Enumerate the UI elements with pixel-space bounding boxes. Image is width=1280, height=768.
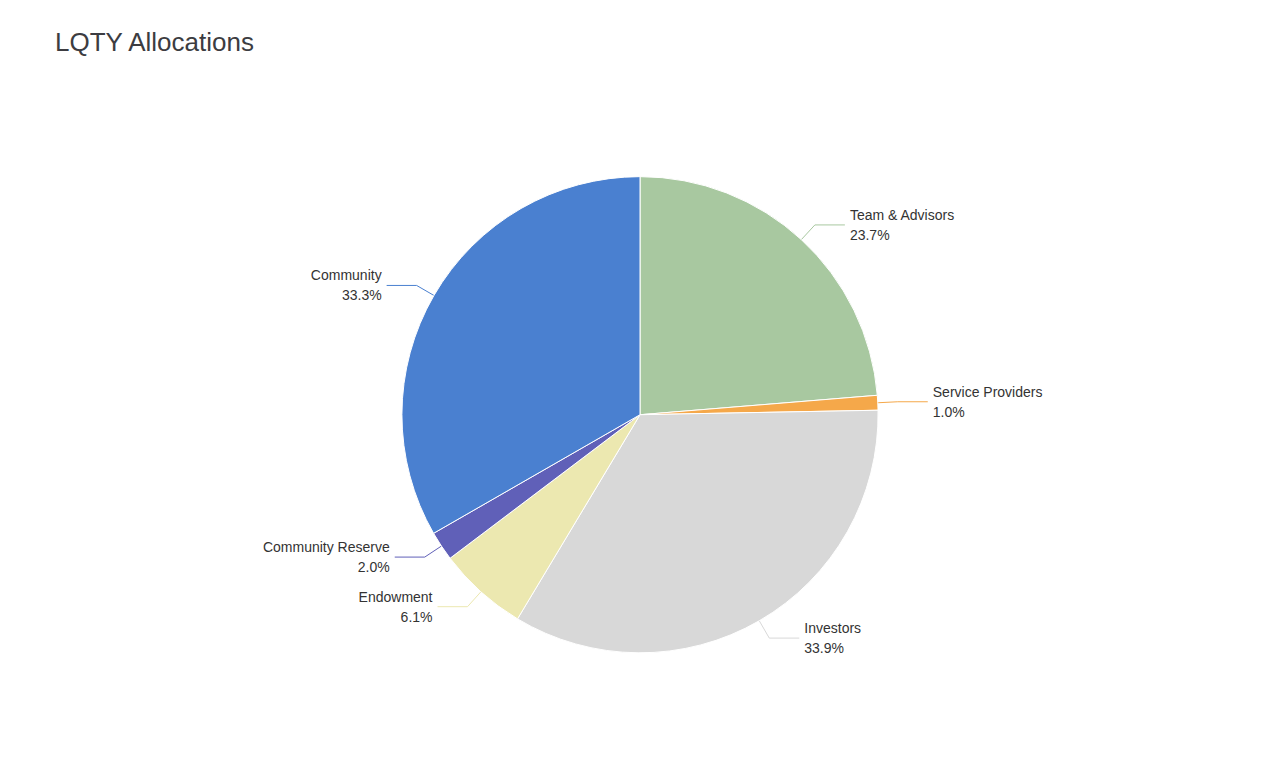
svg-text:Endowment: Endowment	[359, 589, 433, 605]
svg-text:33.3%: 33.3%	[342, 287, 382, 303]
svg-text:1.0%: 1.0%	[933, 404, 965, 420]
svg-text:Service Providers: Service Providers	[933, 384, 1043, 400]
svg-text:Community: Community	[311, 267, 382, 283]
svg-text:2.0%: 2.0%	[358, 559, 390, 575]
svg-text:33.9%: 33.9%	[804, 640, 844, 656]
svg-text:Investors: Investors	[804, 620, 861, 636]
svg-text:LQTY Allocations: LQTY Allocations	[55, 27, 254, 57]
svg-text:Community Reserve: Community Reserve	[263, 539, 390, 555]
svg-text:6.1%: 6.1%	[401, 609, 433, 625]
svg-text:Team & Advisors: Team & Advisors	[850, 207, 954, 223]
svg-text:23.7%: 23.7%	[850, 227, 890, 243]
